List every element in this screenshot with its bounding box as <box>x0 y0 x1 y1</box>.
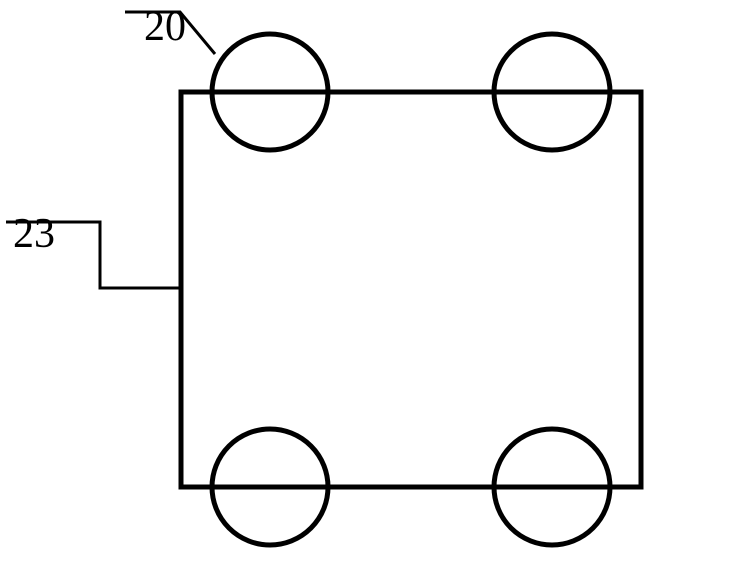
diagram-canvas: 20 23 <box>0 0 753 580</box>
body-rect <box>181 92 641 487</box>
callout-23-label: 23 <box>13 211 55 257</box>
callout-20-label: 20 <box>144 4 186 50</box>
